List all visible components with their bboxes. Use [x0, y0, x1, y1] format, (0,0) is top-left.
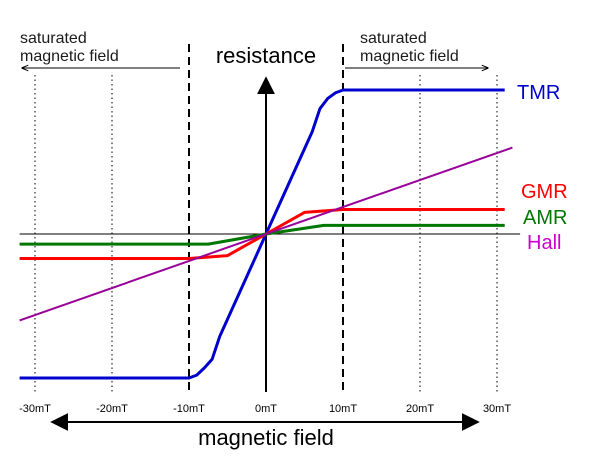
- x-tick-label: 20mT: [406, 403, 434, 415]
- x-tick-label: -20mT: [96, 403, 128, 415]
- legend-amr: AMR: [523, 207, 567, 229]
- right-saturated-label-line1: saturated: [360, 30, 427, 47]
- x-tick-label: 0mT: [255, 403, 277, 415]
- left-saturated-label-line1: saturated: [20, 30, 87, 47]
- legend-hall: Hall: [527, 232, 561, 254]
- right-saturated-label-line2: magnetic field: [360, 48, 459, 65]
- x-tick-label: -10mT: [173, 403, 205, 415]
- x-axis-label: magnetic field: [198, 425, 334, 450]
- axes: [19, 76, 521, 392]
- x-tick-label: -30mT: [19, 403, 51, 415]
- saturation-lines: [188, 44, 344, 392]
- x-tick-label: 10mT: [329, 403, 357, 415]
- series-line-hall: [19, 146, 513, 322]
- legend-tmr: TMR: [517, 82, 560, 104]
- left-saturated-label-line2: magnetic field: [20, 48, 119, 65]
- x-tick-labels: -30mT -20mT -10mT 0mT 10mT 20mT 30mT: [19, 403, 511, 415]
- series-lines: [19, 88, 513, 380]
- y-axis-label: resistance: [216, 43, 316, 68]
- x-tick-label: 30mT: [483, 403, 511, 415]
- legend-gmr: GMR: [521, 181, 568, 203]
